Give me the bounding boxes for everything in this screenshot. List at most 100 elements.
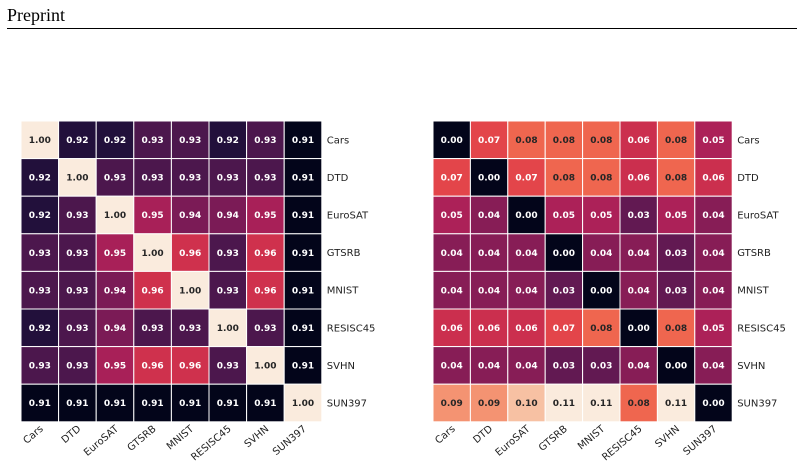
cell-label: 0.96 bbox=[179, 362, 201, 372]
row-tick-label: SUN397 bbox=[327, 399, 367, 410]
cell-label: 0.08 bbox=[590, 174, 612, 184]
heatmap-cell bbox=[694, 195, 733, 235]
cell-label: 0.91 bbox=[29, 399, 51, 409]
col-tick-label: MNIST bbox=[165, 423, 197, 452]
cell-label: 0.00 bbox=[590, 286, 612, 296]
col-tick-label: GTSRB bbox=[126, 424, 159, 454]
heatmap-cell bbox=[582, 383, 621, 423]
row-tick-label: SVHN bbox=[327, 361, 355, 372]
heatmap-cell bbox=[507, 308, 546, 348]
col-tick-label: MNIST bbox=[576, 423, 608, 452]
cell-label: 0.04 bbox=[702, 249, 724, 259]
heatmap-cell bbox=[246, 383, 285, 423]
cell-label: 0.94 bbox=[104, 324, 126, 334]
cell-label: 0.91 bbox=[141, 399, 163, 409]
col-tick-label: SUN397 bbox=[682, 424, 720, 458]
heatmap-cell bbox=[170, 195, 210, 235]
heatmap-cell bbox=[208, 120, 248, 160]
cell-label: 0.04 bbox=[478, 249, 500, 259]
cell-label: 0.92 bbox=[217, 136, 239, 146]
cell-label: 0.05 bbox=[702, 324, 724, 334]
cell-label: 0.08 bbox=[515, 136, 537, 146]
cell-label: 1.00 bbox=[217, 324, 239, 334]
cell-label: 0.07 bbox=[553, 324, 575, 334]
heatmap-cell bbox=[133, 158, 172, 197]
heatmap-cell bbox=[208, 233, 248, 272]
heatmap-cell bbox=[544, 120, 584, 160]
cell-label: 0.04 bbox=[478, 286, 500, 296]
heatmap-cell bbox=[246, 195, 285, 235]
cell-label: 1.00 bbox=[29, 136, 51, 146]
cell-label: 0.92 bbox=[66, 136, 88, 146]
heatmap-cell bbox=[432, 120, 471, 160]
cell-label: 0.93 bbox=[254, 174, 276, 184]
col-tick-label: DTD bbox=[60, 423, 84, 445]
row-tick-label: Cars bbox=[737, 135, 759, 146]
heatmap-cell bbox=[544, 346, 584, 385]
cell-label: 0.96 bbox=[254, 286, 276, 296]
heatmap-cell bbox=[694, 158, 733, 197]
heatmap-cell bbox=[95, 270, 135, 310]
col-tick-label: SUN397 bbox=[271, 424, 309, 458]
heatmap-cell bbox=[246, 346, 285, 385]
heatmap-cell bbox=[20, 195, 60, 235]
cell-label: 0.00 bbox=[702, 399, 724, 409]
heatmap-cell bbox=[208, 308, 248, 348]
cell-label: 0.92 bbox=[29, 211, 51, 221]
cell-label: 0.11 bbox=[590, 399, 612, 409]
heatmap-cell bbox=[95, 383, 135, 423]
heatmap-cell bbox=[507, 233, 546, 272]
cell-label: 0.95 bbox=[104, 249, 126, 259]
cell-label: 0.05 bbox=[665, 211, 687, 221]
row-tick-label: GTSRB bbox=[737, 248, 771, 259]
heatmap-cell bbox=[58, 346, 97, 385]
heatmap-cell bbox=[619, 346, 658, 385]
cell-label: 0.93 bbox=[141, 324, 163, 334]
cell-label: 0.91 bbox=[292, 249, 314, 259]
heatmap-cell bbox=[246, 120, 285, 160]
cell-label: 0.08 bbox=[553, 136, 575, 146]
cell-label: 0.04 bbox=[628, 249, 650, 259]
heatmap-cell bbox=[694, 383, 733, 423]
heatmap-cell bbox=[544, 308, 584, 348]
heatmap-cell bbox=[656, 270, 696, 310]
heatmap-cell bbox=[208, 270, 248, 310]
cell-label: 0.91 bbox=[292, 362, 314, 372]
heatmap-cell bbox=[507, 120, 546, 160]
row-tick-label: Cars bbox=[327, 135, 349, 146]
heatmap-cell bbox=[208, 195, 248, 235]
cell-label: 0.04 bbox=[702, 211, 724, 221]
cell-label: 0.93 bbox=[141, 174, 163, 184]
heatmap-cell bbox=[246, 158, 285, 197]
heatmap-cell bbox=[656, 195, 696, 235]
cell-label: 0.94 bbox=[179, 211, 201, 221]
cell-label: 0.91 bbox=[179, 399, 201, 409]
heatmap-cell bbox=[432, 308, 471, 348]
col-tick-label: Cars bbox=[433, 424, 457, 447]
heatmap-cell bbox=[95, 346, 135, 385]
cell-label: 0.04 bbox=[478, 211, 500, 221]
row-tick-label: MNIST bbox=[737, 286, 769, 297]
row-tick-label: DTD bbox=[737, 173, 759, 184]
col-tick-label: Cars bbox=[21, 424, 45, 447]
cell-label: 0.93 bbox=[66, 324, 88, 334]
cell-label: 0.11 bbox=[665, 399, 687, 409]
heatmap-cell bbox=[582, 346, 621, 385]
heatmap-2: 0.00 0.07 0.08 0.08 0.08 0.06 0.08 0.05 0.07 0.00… bbox=[432, 120, 786, 463]
row-tick-label: RESISC45 bbox=[737, 323, 786, 334]
heatmap-cell bbox=[58, 120, 97, 160]
cell-label: 0.95 bbox=[141, 211, 163, 221]
heatmap-cell bbox=[656, 346, 696, 385]
cell-label: 0.04 bbox=[515, 249, 537, 259]
cell-label: 0.93 bbox=[217, 362, 239, 372]
cell-label: 0.93 bbox=[217, 174, 239, 184]
cell-label: 0.94 bbox=[217, 211, 239, 221]
cell-label: 0.07 bbox=[441, 174, 463, 184]
cell-label: 0.03 bbox=[553, 362, 575, 372]
row-tick-label: SUN397 bbox=[737, 399, 777, 410]
heatmap-cell bbox=[58, 383, 97, 423]
cell-label: 1.00 bbox=[292, 399, 314, 409]
heatmap-cell bbox=[283, 346, 323, 385]
cell-label: 0.07 bbox=[478, 136, 500, 146]
